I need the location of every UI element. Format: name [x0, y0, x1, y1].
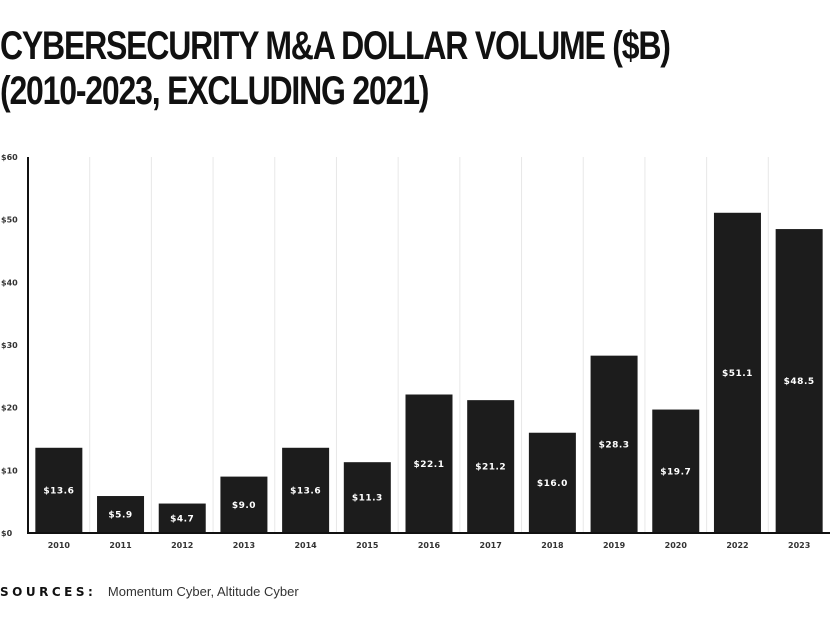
x-tick-label: 2023	[788, 541, 810, 550]
bar-2014	[282, 447, 330, 533]
bar-2010	[35, 447, 83, 533]
chart-title-line-1: CYBERSECURITY M&A DOLLAR VOLUME ($B)	[0, 24, 671, 68]
bar-value-label: $11.3	[352, 494, 383, 504]
bar-chart: $13.6 2010 $5.9 2011 $4.7 2012 $9.0 2013 $13.6 20…	[1, 153, 830, 550]
bar-value-label: $19.7	[660, 467, 691, 477]
bar-2013	[220, 476, 268, 533]
sources-text: Momentum Cyber, Altitude Cyber	[107, 584, 299, 599]
bar-2019	[590, 355, 638, 533]
x-tick-label: 2019	[603, 541, 626, 550]
bar-value-label: $13.6	[290, 486, 321, 496]
x-tick-label: 2022	[726, 541, 748, 550]
x-tick-label: 2015	[356, 541, 379, 550]
y-tick-label: $30	[1, 341, 18, 350]
x-tick-label: 2012	[171, 541, 193, 550]
x-tick-label: 2014	[294, 541, 317, 550]
bars-layer	[35, 212, 823, 534]
bar-2015	[343, 462, 391, 533]
axes-layer	[27, 157, 830, 534]
y-tick-label: $0	[1, 529, 13, 538]
y-tick-label: $50	[1, 216, 18, 225]
bar-value-label: $5.9	[108, 511, 132, 521]
bar-value-label: $13.6	[43, 486, 74, 496]
y-tick-label: $40	[1, 278, 18, 287]
bar-value-label: $4.7	[170, 514, 194, 524]
y-tick-label: $10	[1, 466, 18, 475]
x-tick-label: 2010	[48, 541, 71, 550]
sources-footer: SOURCES: Momentum Cyber, Altitude Cyber	[0, 584, 299, 599]
chart-title: CYBERSECURITY M&A DOLLAR VOLUME ($B) (20…	[0, 24, 671, 114]
bar-value-label: $51.1	[722, 369, 753, 379]
labels-layer: $13.6 2010 $5.9 2011 $4.7 2012 $9.0 2013 $13.6 20…	[1, 153, 815, 550]
bar-2018	[528, 432, 576, 533]
bar-value-label: $16.0	[537, 479, 568, 489]
bar-2023	[775, 229, 823, 534]
bar-2016	[405, 394, 453, 533]
bar-2017	[467, 400, 515, 533]
bar-value-label: $22.1	[414, 460, 445, 470]
x-tick-label: 2017	[480, 541, 502, 550]
bar-value-label: $28.3	[599, 440, 630, 450]
x-tick-label: 2013	[233, 541, 255, 550]
bar-2020	[652, 409, 700, 533]
bar-2012	[158, 503, 206, 533]
bar-2022	[713, 212, 761, 534]
x-tick-label: 2018	[541, 541, 564, 550]
bar-2011	[97, 496, 145, 533]
bar-value-label: $9.0	[232, 501, 256, 511]
sources-label: SOURCES:	[0, 585, 97, 599]
x-tick-label: 2011	[109, 541, 132, 550]
chart-title-line-2: (2010-2023, EXCLUDING 2021)	[0, 69, 429, 113]
bar-value-label: $21.2	[475, 463, 506, 473]
bar-value-label: $48.5	[784, 377, 815, 387]
x-tick-label: 2016	[418, 541, 441, 550]
y-tick-label: $60	[1, 153, 18, 162]
y-tick-label: $20	[1, 404, 18, 413]
grid-layer	[89, 157, 769, 533]
x-tick-label: 2020	[665, 541, 688, 550]
